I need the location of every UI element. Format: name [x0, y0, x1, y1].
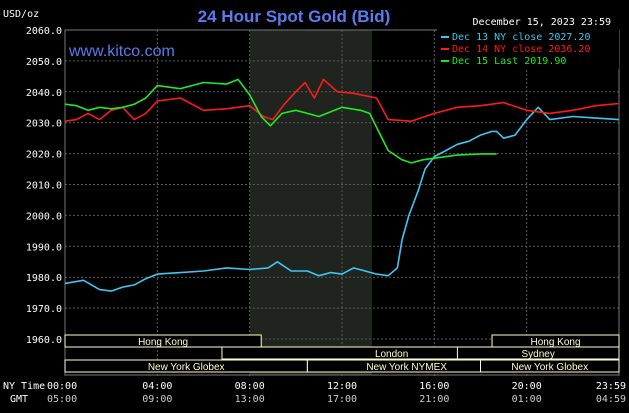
legend-entry: Dec 14 NY close 2036.20 — [452, 44, 590, 55]
session-bars: Hong Kong London New York Globex New York N… — [64, 334, 620, 373]
y-tick-label: 2000.0 — [26, 211, 62, 222]
x-tick-ny: 00:00 — [47, 381, 77, 392]
y-tick-label: 1990.0 — [26, 242, 62, 253]
x-tick-gmt: 21:00 — [419, 394, 449, 405]
session-label: London — [375, 349, 408, 360]
series-line — [64, 106, 620, 292]
session-label: Sydney — [522, 349, 555, 360]
london-session-highlight — [249, 30, 373, 375]
price-series — [64, 78, 620, 292]
session-bar — [480, 359, 620, 373]
session-label: New York Globex — [148, 362, 225, 373]
series-line — [64, 78, 620, 122]
y-tick-label: 2040.0 — [26, 88, 62, 99]
watermark: www.kitco.com — [68, 43, 175, 60]
x-tick-ny: 12:00 — [327, 381, 357, 392]
legend-box — [437, 28, 619, 69]
x-tick-ny: 16:00 — [419, 381, 449, 392]
session-bar — [64, 334, 262, 348]
x-tick-ny: 08:00 — [235, 381, 265, 392]
session-label: Hong Kong — [530, 337, 580, 348]
x-tick-ny: 04:00 — [142, 381, 172, 392]
x-tick-gmt: 17:00 — [327, 394, 357, 405]
session-label: New York NYMEX — [366, 362, 447, 373]
x-tick-gmt: 01:00 — [512, 394, 542, 405]
plot-frame — [64, 29, 620, 376]
x-tick-gmt: 09:00 — [142, 394, 172, 405]
session-label: New York Globex — [511, 362, 588, 373]
x-tick-gmt: 05:00 — [47, 394, 77, 405]
y-tick-label: 1960.0 — [26, 335, 62, 346]
legend-entry: Dec 15 Last 2019.90 — [452, 56, 566, 67]
y-tick-label: 1980.0 — [26, 273, 62, 284]
chart-date: December 15, 2023 23:59 — [473, 17, 611, 28]
x-axis-ticks: 00:00 05:00 04:00 09:00 08:00 13:00 12:00 17:00… — [47, 381, 626, 405]
legend-entry: Dec 13 NY close 2027.20 — [452, 32, 590, 43]
session-label: Hong Kong — [138, 337, 188, 348]
x-tick-gmt: 04:59 — [596, 394, 626, 405]
ny-time-label: NY Time — [3, 381, 45, 392]
y-tick-label: 2010.0 — [26, 181, 62, 192]
gmt-label: GMT — [10, 394, 28, 405]
y-tick-label: 2050.0 — [26, 57, 62, 68]
x-tick-ny: 23:59 — [596, 381, 626, 392]
y-tick-label: 2030.0 — [26, 119, 62, 130]
session-bar — [456, 346, 620, 360]
chart-title: 24 Hour Spot Gold (Bid) — [198, 7, 391, 26]
x-tick-ny: 20:00 — [512, 381, 542, 392]
x-tick-gmt: 13:00 — [235, 394, 265, 405]
y-tick-label: 2060.0 — [26, 26, 62, 37]
y-tick-label: 1970.0 — [26, 304, 62, 315]
unit-label: USD/oz — [3, 9, 39, 20]
y-tick-label: 2020.0 — [26, 150, 62, 161]
y-axis-ticks: 1960.0 1970.0 1980.0 1990.0 2000.0 2010.0 2020… — [26, 26, 62, 346]
series-line — [64, 78, 497, 164]
